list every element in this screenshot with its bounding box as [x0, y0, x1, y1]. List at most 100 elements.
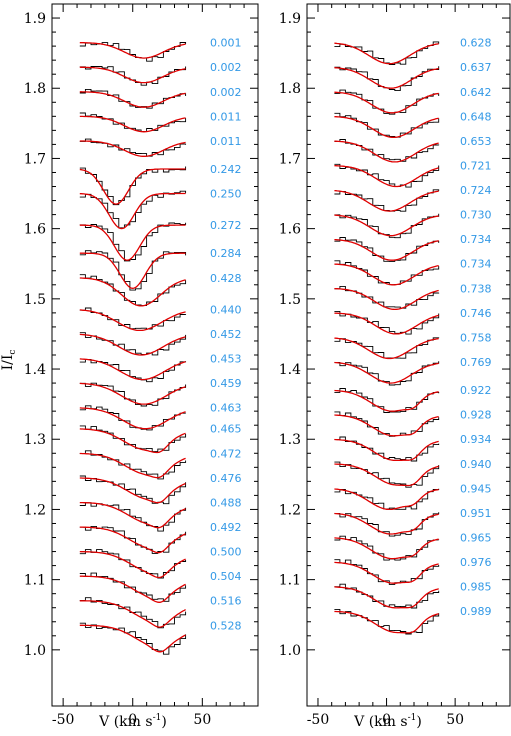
model-profile — [334, 537, 439, 560]
observed-profile — [79, 222, 187, 262]
model-profile — [79, 600, 186, 628]
phase-label: 0.528 — [210, 619, 242, 632]
model-profile — [334, 389, 439, 412]
model-profile — [79, 309, 186, 332]
phase-label: 0.492 — [210, 521, 242, 534]
model-profile — [334, 561, 439, 584]
x-axis-title-right: V (km s-1) — [353, 713, 422, 730]
observed-profile — [79, 332, 187, 356]
x-axis-title-left: V (km s-1) — [98, 713, 167, 730]
phase-label: 0.001 — [210, 37, 242, 50]
phase-label: 0.011 — [210, 135, 242, 148]
phase-label: 0.734 — [460, 233, 492, 246]
model-profile — [334, 361, 439, 384]
phase-label: 0.242 — [210, 163, 242, 176]
y-tick-label: 1.9 — [24, 11, 46, 27]
phase-label: 0.724 — [460, 184, 492, 197]
model-profile — [79, 501, 186, 529]
phase-label: 0.928 — [460, 409, 492, 422]
observed-profile — [79, 274, 187, 307]
observed-profile — [334, 608, 440, 635]
y-tick-label: 1.7 — [279, 151, 301, 167]
phase-label: 0.985 — [460, 581, 492, 594]
model-profile — [79, 252, 186, 289]
y-tick-label: 1.9 — [279, 11, 301, 27]
model-profile — [79, 624, 186, 653]
x-tick-label: 0 — [128, 712, 137, 728]
model-profile — [79, 452, 186, 479]
y-axis-title: I/Ic — [0, 350, 18, 371]
y-tick-label: 1.0 — [279, 643, 301, 659]
phase-label: 0.452 — [210, 328, 242, 341]
phase-label: 0.463 — [210, 402, 242, 415]
phase-label: 0.976 — [460, 556, 492, 569]
y-tick-label: 1.2 — [24, 502, 46, 518]
model-profile — [79, 115, 186, 133]
observed-profile — [334, 411, 440, 437]
phase-label: 0.504 — [210, 570, 242, 583]
model-profile — [334, 512, 439, 535]
phase-label: 0.465 — [210, 423, 242, 436]
y-tick-label: 1.1 — [279, 573, 301, 589]
model-profile — [334, 189, 439, 212]
observed-profile — [79, 382, 187, 407]
phase-label: 0.721 — [460, 159, 492, 172]
x-tick-label: 0 — [382, 712, 391, 728]
model-profile — [334, 116, 439, 139]
model-profile — [79, 168, 186, 205]
y-tick-label: 1.2 — [279, 502, 301, 518]
model-profile — [79, 428, 186, 454]
model-profile — [79, 91, 186, 108]
model-profile — [334, 140, 439, 163]
observed-profile — [79, 66, 187, 86]
model-profile — [79, 477, 186, 504]
y-tick-label: 1.0 — [24, 643, 46, 659]
model-profile — [79, 526, 186, 554]
right-panel-frame — [306, 3, 511, 707]
x-tick-label: 50 — [193, 712, 211, 728]
phase-label: 0.758 — [460, 331, 492, 344]
model-profile — [334, 488, 439, 511]
x-tick-label: -50 — [52, 712, 75, 728]
phase-label: 0.945 — [460, 482, 492, 495]
model-profile — [334, 438, 439, 462]
model-profile — [334, 610, 439, 634]
model-profile — [79, 550, 186, 579]
observed-profile — [79, 250, 187, 291]
model-profile — [79, 140, 186, 157]
phase-label: 0.453 — [210, 353, 242, 366]
x-tick-label: -50 — [307, 712, 330, 728]
right-panel: 1.0 1.1 1.2 1.3 1.4 1.5 1.6 1.7 1.8 1.9 -50 0 50 0.62… — [279, 3, 511, 728]
model-profile — [79, 358, 186, 381]
phase-label: 0.922 — [460, 384, 492, 397]
y-tick-label: 1.4 — [24, 362, 46, 378]
model-profile — [79, 382, 186, 405]
model-profile — [334, 165, 439, 188]
model-profile — [79, 407, 186, 430]
phase-label: 0.934 — [460, 433, 492, 446]
phase-label: 0.642 — [460, 86, 492, 99]
y-tick-label: 1.5 — [279, 292, 301, 308]
y-tick-label: 1.8 — [24, 81, 46, 97]
observed-profile — [334, 163, 440, 188]
observed-profile — [79, 525, 187, 554]
y-tick-label: 1.6 — [279, 222, 301, 238]
model-profile — [79, 277, 186, 307]
observed-profile — [334, 237, 440, 262]
y-tick-label: 1.8 — [279, 81, 301, 97]
phase-label: 0.272 — [210, 219, 242, 232]
model-profile — [334, 214, 439, 237]
phase-label: 0.250 — [210, 188, 242, 201]
observed-profile — [79, 166, 187, 206]
y-tick-label: 1.3 — [24, 432, 46, 448]
phase-label: 0.746 — [460, 307, 492, 320]
phase-label: 0.428 — [210, 272, 242, 285]
phase-label: 0.965 — [460, 532, 492, 545]
phase-label: 0.440 — [210, 303, 242, 316]
phase-label: 0.472 — [210, 447, 242, 460]
phase-label: 0.011 — [210, 110, 242, 123]
phase-label: 0.284 — [210, 247, 242, 260]
phase-label: 0.989 — [460, 605, 492, 618]
model-profile — [79, 575, 186, 603]
model-profile — [79, 192, 186, 230]
